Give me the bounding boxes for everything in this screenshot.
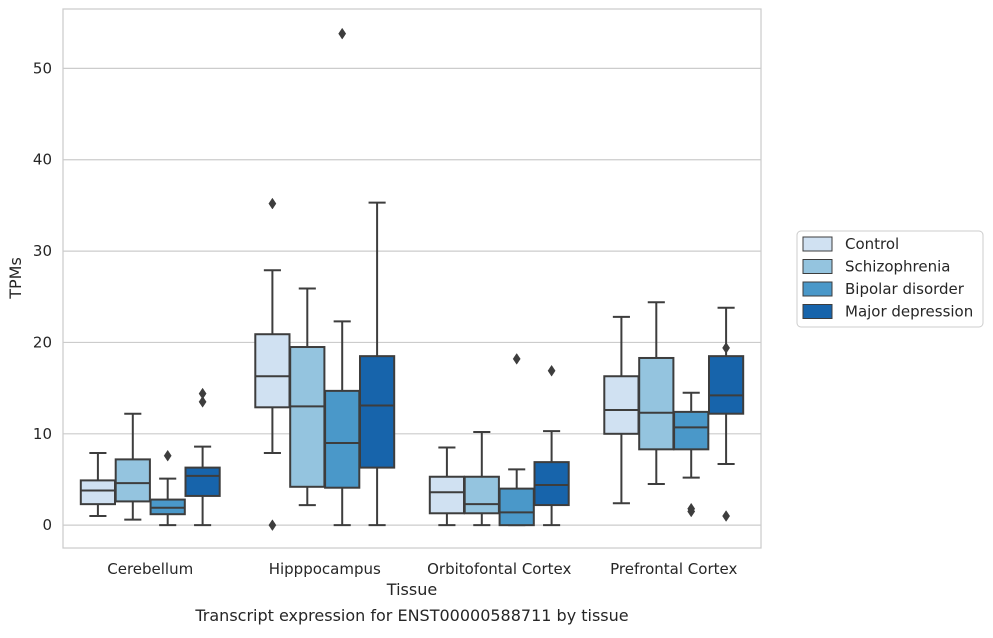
chart-caption: Transcript expression for ENST0000058871… xyxy=(194,606,628,625)
box-body xyxy=(638,356,675,451)
box-body xyxy=(707,355,745,415)
legend-frame xyxy=(796,230,984,328)
box-body xyxy=(673,410,710,451)
y-tick-label: 50 xyxy=(33,59,52,77)
legend-label: Bipolar disorder xyxy=(845,280,965,298)
box-bipolar-disorder xyxy=(324,27,361,527)
box-body xyxy=(324,389,361,489)
y-tick-label: 40 xyxy=(33,151,52,169)
box-body xyxy=(358,355,396,469)
legend-swatch xyxy=(802,236,833,252)
box-body xyxy=(79,479,117,506)
box-major-depression xyxy=(533,364,570,527)
x-tick-label: Prefrontal Cortex xyxy=(610,560,737,578)
outlier-point xyxy=(722,342,731,354)
box-body xyxy=(498,487,535,527)
y-tick-label: 20 xyxy=(33,333,52,351)
y-tick-label: 10 xyxy=(33,425,52,443)
box-major-depression xyxy=(184,387,221,527)
box-body xyxy=(463,475,500,515)
box-schizophrenia xyxy=(463,430,500,527)
outlier-point xyxy=(512,353,521,365)
x-axis-title: Tissue xyxy=(386,580,437,599)
box-body xyxy=(603,375,640,435)
x-tick-labels: Cerebellum Hipppocampus Orbitofontal Corte… xyxy=(107,560,737,578)
x-tick-label: Hipppocampus xyxy=(269,560,381,578)
legend-swatch xyxy=(802,259,833,274)
box-schizophrenia xyxy=(289,287,326,507)
outlier-point xyxy=(268,519,277,532)
legend-swatch xyxy=(802,281,833,297)
box-schizophrenia xyxy=(638,301,675,486)
box-schizophrenia xyxy=(114,412,151,521)
y-tick-label: 30 xyxy=(33,242,52,260)
box-major-depression xyxy=(358,201,396,527)
x-tick-label: Orbitofontal Cortex xyxy=(427,560,571,578)
plot-frame xyxy=(62,8,762,549)
box-body xyxy=(533,461,570,507)
y-tick-label: 0 xyxy=(42,516,52,534)
legend-label: Major depression xyxy=(845,303,973,321)
y-tick-labels: 0 10 20 30 40 50 xyxy=(33,59,52,534)
outlier-point xyxy=(338,27,347,40)
box-bipolar-disorder xyxy=(498,353,535,527)
box-body xyxy=(428,475,466,515)
box-body xyxy=(289,346,326,488)
legend-label: Control xyxy=(845,235,899,253)
x-tick-label: Cerebellum xyxy=(107,560,193,578)
box-layer xyxy=(79,27,745,532)
outlier-point xyxy=(722,510,731,522)
legend-swatch xyxy=(802,304,833,319)
legend-label: Schizophrenia xyxy=(845,258,950,276)
outlier-point xyxy=(198,395,207,408)
outlier-point xyxy=(547,364,556,377)
box-major-depression xyxy=(707,306,745,522)
box-body xyxy=(114,458,151,503)
box-control xyxy=(79,451,117,518)
box-control xyxy=(254,197,291,532)
box-bipolar-disorder xyxy=(673,391,710,518)
outlier-point xyxy=(268,197,277,210)
y-axis-title: TPMs xyxy=(6,257,25,300)
plot-background xyxy=(63,9,761,548)
legend: Control Schizophrenia Bipolar disorder Majo… xyxy=(796,230,984,328)
outlier-point xyxy=(687,505,696,518)
box-body xyxy=(184,466,221,497)
grid-lines xyxy=(63,67,761,526)
box-body xyxy=(254,333,291,409)
box-bipolar-disorder xyxy=(149,449,186,527)
outlier-point xyxy=(163,449,172,462)
